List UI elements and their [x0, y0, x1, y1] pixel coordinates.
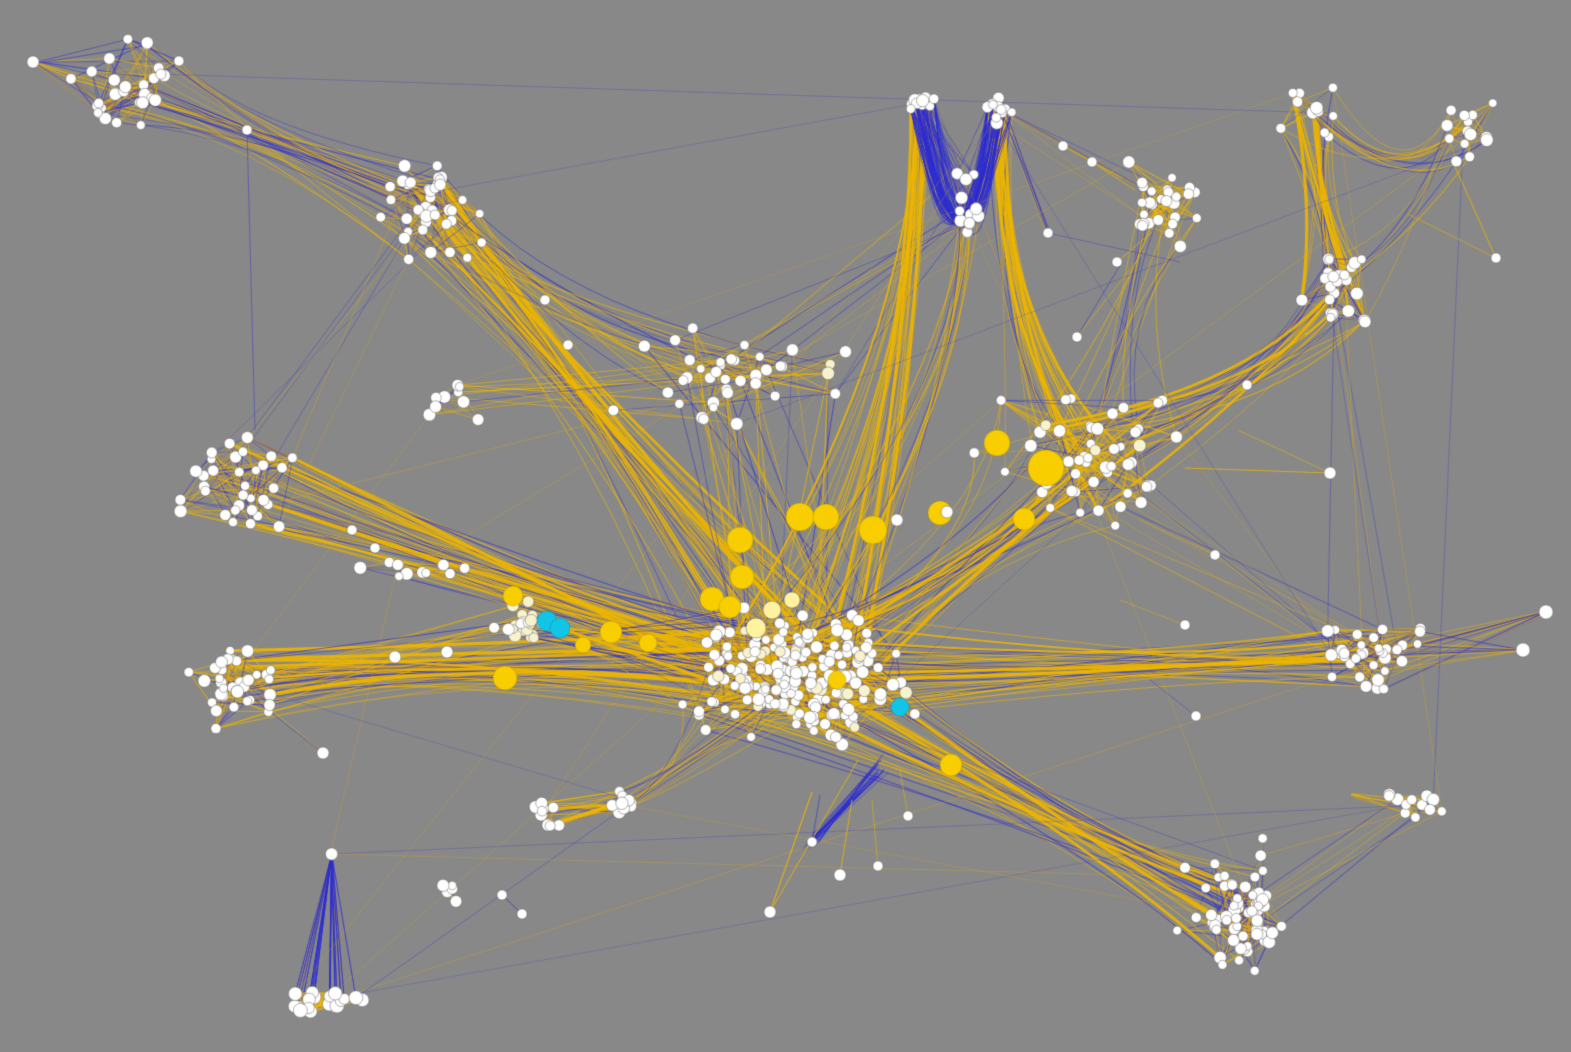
network-graph-canvas	[0, 0, 1571, 1052]
graph-viewport	[0, 0, 1571, 1052]
